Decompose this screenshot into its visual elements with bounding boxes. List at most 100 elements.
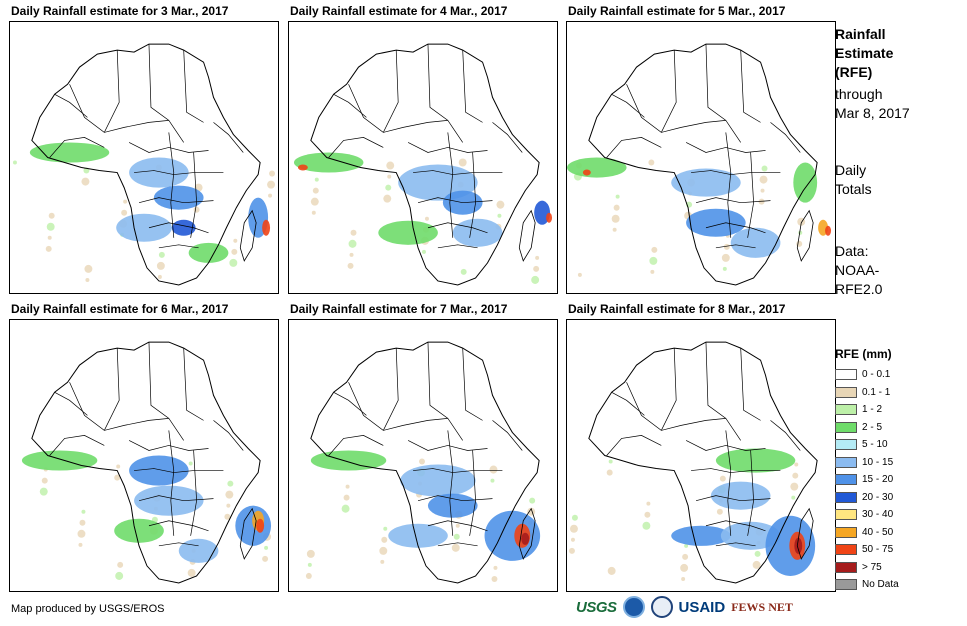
rain-speck (343, 494, 350, 501)
rainfall-area (178, 538, 219, 563)
legend-item: 40 - 50 (835, 524, 899, 542)
rain-speck (615, 194, 620, 199)
rainfall-area (129, 455, 189, 486)
rain-speck (646, 501, 651, 506)
rain-speck (608, 459, 613, 464)
rain-speck (123, 199, 128, 204)
legend-item: 5 - 10 (835, 436, 899, 454)
rain-speck (116, 464, 121, 469)
rain-speck (611, 214, 620, 223)
country-border (770, 420, 801, 451)
country-border (606, 137, 662, 158)
rain-speck (723, 243, 730, 250)
rain-speck (380, 559, 385, 564)
country-border (128, 440, 209, 451)
africa-map-svg (305, 341, 541, 584)
rain-speck (451, 543, 460, 552)
country-border (382, 348, 399, 431)
rain-speck (493, 565, 498, 570)
rain-speck (157, 274, 162, 279)
rain-speck (535, 255, 540, 260)
rain-speck (385, 184, 392, 191)
rain-speck (719, 475, 726, 482)
rain-speck (422, 249, 426, 254)
legend-item: 1 - 2 (835, 401, 899, 419)
rainfall-area (546, 212, 553, 223)
africa-map-svg (567, 43, 832, 286)
legend-label: 10 - 15 (862, 456, 894, 468)
rain-speck (613, 204, 620, 211)
daily-totals-text: Daily Totals (835, 161, 872, 199)
map-panel-mar-5: Daily Rainfall estimate for 5 Mar., 2017 (566, 4, 836, 294)
map-panel-mar-6: Daily Rainfall estimate for 6 Mar., 2017 (9, 302, 279, 592)
rain-speck (79, 519, 86, 526)
country-border (213, 122, 244, 153)
panel-title: Daily Rainfall estimate for 6 Mar., 2017 (11, 302, 229, 316)
rain-speck (84, 264, 93, 273)
rain-speck (348, 239, 357, 248)
rain-speck (347, 262, 354, 269)
rain-speck (387, 174, 392, 179)
country-border (54, 93, 88, 118)
madagascar-outline (796, 507, 814, 560)
rain-speck (761, 165, 768, 172)
country-border (190, 152, 197, 238)
country-border (183, 348, 204, 421)
legend-swatch (835, 544, 857, 556)
rainfall-area (21, 450, 98, 471)
panel-title: Daily Rainfall estimate for 4 Mar., 2017 (290, 4, 508, 18)
rain-speck (533, 265, 540, 272)
rain-speck (681, 576, 686, 581)
sidebar-title: Rainfall Estimate (RFE) (835, 25, 893, 82)
rain-speck (794, 462, 799, 467)
rain-speck (577, 272, 582, 277)
country-border (427, 222, 488, 234)
rfe-legend: 0 - 0.1 0.1 - 1 1 - 2 2 - 5 5 - 10 10 - 15 15 … (835, 366, 899, 594)
country-border (437, 244, 478, 249)
rainfall-area (825, 225, 832, 236)
country-border (626, 84, 726, 133)
rain-speck (307, 562, 312, 567)
country-border (747, 152, 754, 238)
madagascar-outline (796, 209, 814, 262)
rain-speck (345, 484, 350, 489)
country-border (148, 222, 209, 234)
rain-speck (458, 158, 467, 167)
rainfall-map (566, 21, 836, 294)
legend-label: 15 - 20 (862, 474, 894, 486)
country-border (715, 244, 756, 249)
legend-label: 40 - 50 (862, 526, 894, 538)
rain-speck (225, 490, 234, 499)
agency-seal-logo (650, 596, 673, 618)
country-border (492, 420, 523, 451)
country-border (685, 142, 766, 153)
rain-speck (187, 568, 196, 577)
rain-speck (114, 474, 121, 481)
rain-speck (569, 524, 578, 533)
rain-speck (311, 210, 316, 215)
legend-item: 20 - 30 (835, 489, 899, 507)
rain-speck (224, 513, 231, 520)
madagascar-outline (518, 507, 536, 560)
rainfall-area (400, 464, 476, 497)
country-border (705, 44, 741, 143)
panel-title: Daily Rainfall estimate for 5 Mar., 2017 (568, 4, 786, 18)
country-border (469, 152, 476, 238)
rain-speck (682, 553, 689, 560)
country-border (328, 137, 384, 158)
rain-speck (262, 555, 269, 562)
rain-speck (489, 465, 498, 474)
usaid-logo: USAID (678, 598, 726, 616)
rainfall-area (484, 510, 541, 561)
legend-label: 0 - 0.1 (862, 369, 891, 381)
legend-label: 2 - 5 (862, 421, 883, 433)
data-source-line: RFE2.0 (835, 281, 883, 297)
madagascar-outline (239, 507, 257, 560)
country-border (626, 382, 726, 431)
rainfall-area (534, 200, 551, 225)
country-border (462, 348, 483, 421)
country-border (333, 391, 367, 416)
rain-speck (386, 161, 395, 170)
rain-speck (453, 533, 460, 540)
country-border (705, 222, 766, 234)
